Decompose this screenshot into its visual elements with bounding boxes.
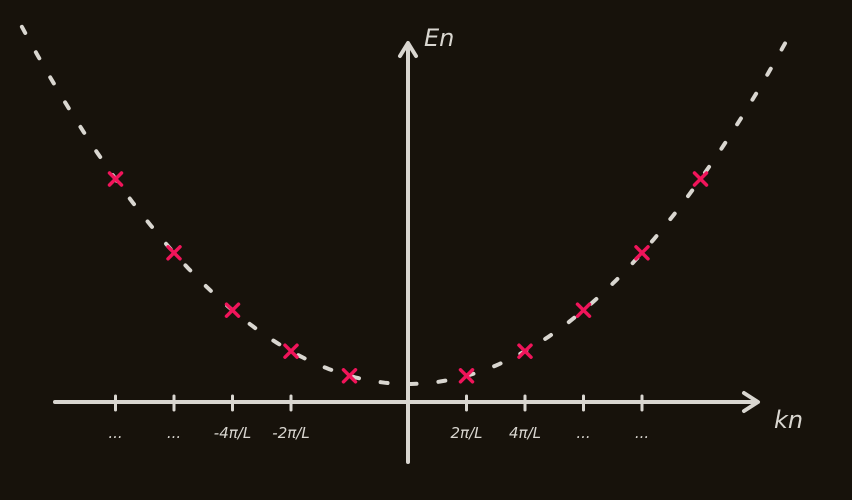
state-marker	[283, 343, 299, 359]
x-tick-label: -2π/L	[272, 424, 309, 442]
y-axis-arrowhead	[398, 41, 418, 58]
state-marker	[458, 368, 475, 384]
x-tick-label: ...	[108, 424, 122, 442]
state-marker	[517, 343, 533, 359]
state-marker	[224, 302, 241, 318]
x-tick-label: ...	[576, 424, 590, 442]
x-tick-label: -4π/L	[214, 424, 251, 442]
x-tick-label: ...	[167, 424, 181, 442]
x-axis-ticks: ...... -4π/L -2π/L 2π/L 4π/L......	[108, 394, 649, 442]
dashed-curve-path	[19, 24, 791, 386]
x-axis-label: kn	[774, 406, 803, 434]
state-marker	[107, 171, 124, 187]
x-tick-label: ...	[635, 424, 649, 442]
state-marker	[692, 171, 709, 187]
x-tick-label: 4π/L	[509, 424, 541, 442]
state-markers	[107, 171, 709, 384]
state-marker	[575, 302, 592, 318]
x-tick-label: 2π/L	[451, 424, 483, 442]
y-axis-label: En	[424, 24, 454, 52]
state-marker	[341, 368, 358, 384]
x-axis-arrowhead	[742, 391, 760, 413]
state-marker	[166, 245, 182, 261]
parabola-curve	[19, 24, 791, 386]
state-marker	[634, 245, 650, 261]
